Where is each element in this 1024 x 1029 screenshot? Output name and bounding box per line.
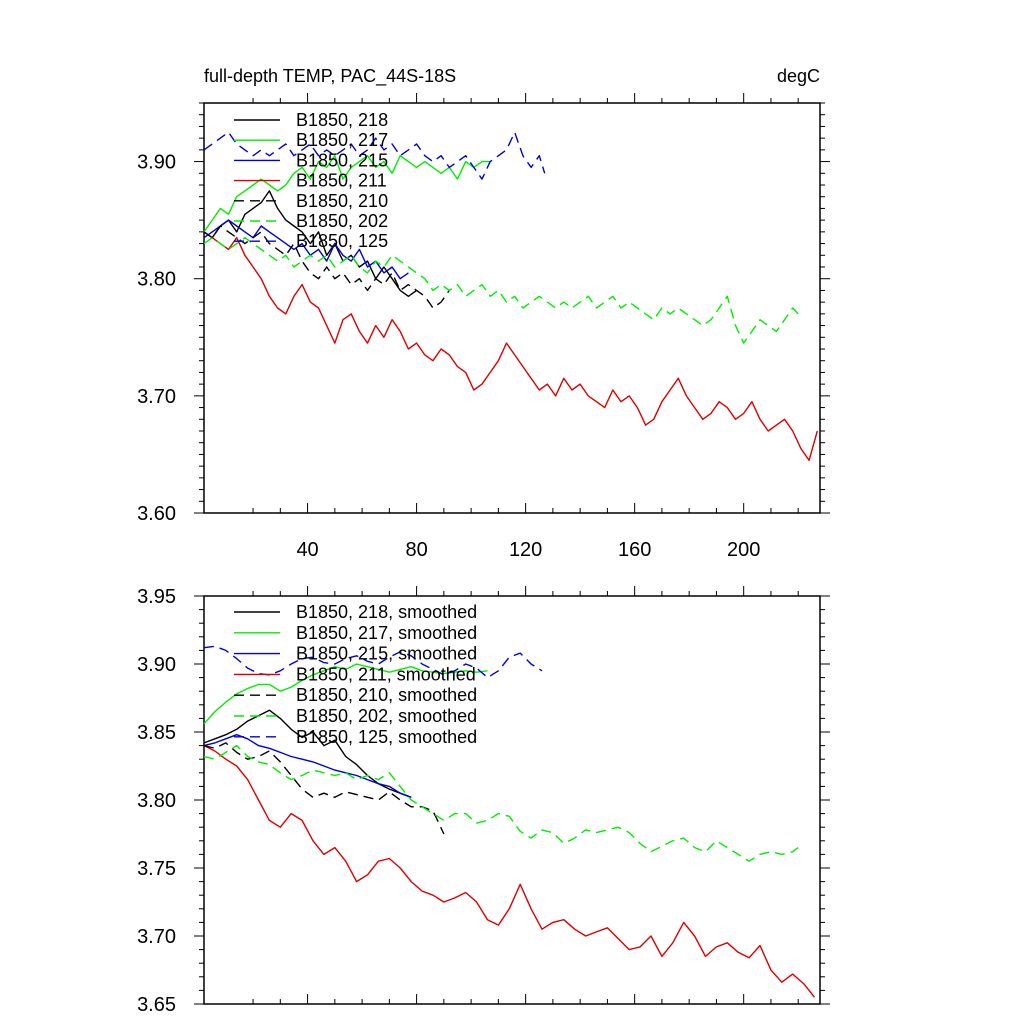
series-line bbox=[203, 236, 799, 344]
series-line bbox=[203, 744, 799, 862]
chart-title: full-depth TEMP, PAC_44S-18S bbox=[204, 66, 456, 87]
x-tick-labels: 40 80 120 160 200 bbox=[296, 539, 760, 561]
x-tick-label: 200 bbox=[727, 539, 760, 561]
legend-label: B1850, 215 bbox=[296, 150, 388, 170]
units-label: degC bbox=[777, 66, 820, 86]
legend-label: B1850, 211, smoothed bbox=[296, 664, 476, 684]
legend-label: B1850, 202, smoothed bbox=[296, 706, 477, 726]
series-line bbox=[203, 131, 546, 180]
y-tick-label: 3.80 bbox=[137, 269, 176, 291]
axis-ticks bbox=[194, 93, 830, 514]
y-tick-labels: 3.60 3.70 3.80 3.90 bbox=[137, 152, 176, 525]
legend-label: B1850, 202 bbox=[296, 211, 388, 231]
legend-label: B1850, 218 bbox=[296, 110, 388, 130]
plot-frame bbox=[203, 102, 821, 514]
series-lines bbox=[203, 131, 818, 461]
x-tick-label: 80 bbox=[405, 539, 427, 561]
y-tick-label: 3.75 bbox=[137, 858, 176, 880]
legend-label: B1850, 215, smoothed bbox=[296, 644, 477, 664]
y-tick-label: 3.60 bbox=[137, 503, 176, 525]
y-tick-label: 3.90 bbox=[137, 152, 176, 174]
series-line bbox=[203, 744, 816, 998]
series-line bbox=[203, 154, 491, 233]
y-tick-label: 3.65 bbox=[137, 994, 176, 1016]
y-tick-label: 3.85 bbox=[137, 722, 176, 744]
series-line bbox=[203, 231, 818, 461]
top-panel: full-depth TEMP, PAC_44S-18S degC 3.603.… bbox=[137, 66, 830, 561]
series-line bbox=[203, 742, 445, 835]
x-tick-label: 40 bbox=[296, 539, 318, 561]
legend-label: B1850, 218, smoothed bbox=[296, 602, 477, 622]
series-line bbox=[203, 190, 418, 297]
series-lines bbox=[203, 645, 816, 998]
series-line bbox=[203, 225, 450, 309]
y-tick-label: 3.80 bbox=[137, 790, 176, 812]
legend-label: B1850, 217 bbox=[296, 130, 388, 150]
y-tick-label: 3.70 bbox=[137, 386, 176, 408]
legend-label: B1850, 125 bbox=[296, 231, 388, 251]
legend-label: B1850, 125, smoothed bbox=[296, 727, 477, 747]
y-tick-label: 3.90 bbox=[137, 654, 176, 676]
axis-ticks bbox=[194, 586, 830, 1005]
legend-label: B1850, 217, smoothed bbox=[296, 623, 477, 643]
bottom-panel: 3.65 3.70 3.75 3.80 3.85 3.90 3.95 B1850, 218,… bbox=[137, 586, 830, 1016]
x-tick-label: 160 bbox=[618, 539, 651, 561]
legend-label: B1850, 210, smoothed bbox=[296, 685, 477, 705]
y-tick-label: 3.95 bbox=[137, 586, 176, 608]
y-tick-labels: 3.65 3.70 3.75 3.80 3.85 3.90 3.95 bbox=[137, 586, 176, 1016]
series-line bbox=[203, 734, 412, 798]
legend-label: B1850, 210 bbox=[296, 191, 388, 211]
y-tick-label: 3.70 bbox=[137, 926, 176, 948]
legend-label: B1850, 211 bbox=[296, 171, 387, 191]
x-tick-label: 120 bbox=[509, 539, 542, 561]
